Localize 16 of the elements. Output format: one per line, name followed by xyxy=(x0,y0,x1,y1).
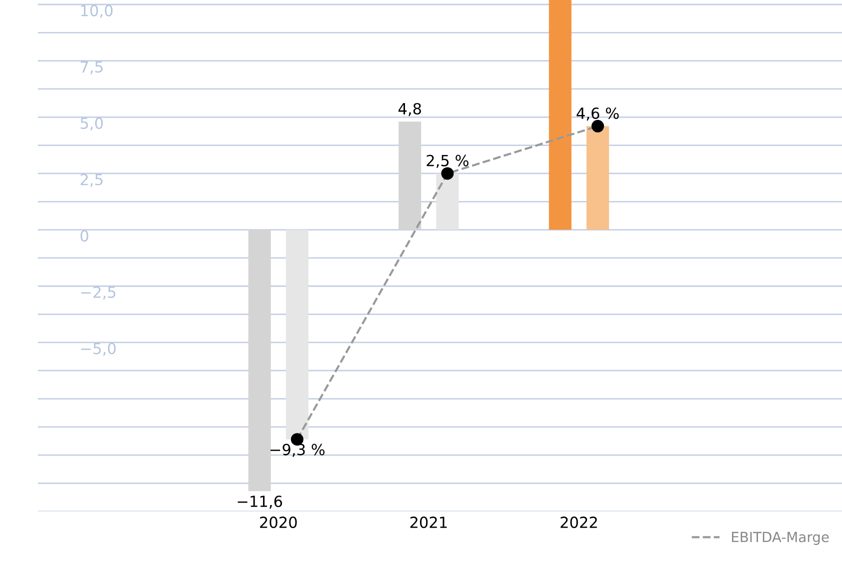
y-tick-label: −2,5 xyxy=(81,286,116,300)
data-label: 4,8 xyxy=(398,102,421,116)
data-label: −9,3 % xyxy=(270,444,325,457)
y-tick-label: 2,5 xyxy=(80,174,103,187)
data-label: 2,5 % xyxy=(426,154,468,168)
data-label: 4,6 % xyxy=(576,107,619,121)
x-tick-label: 2021 xyxy=(410,516,447,528)
y-tick-label: 0 xyxy=(80,230,88,242)
y-tick-label: −5,0 xyxy=(81,342,116,356)
data-label: −11,6 xyxy=(238,496,282,509)
x-tick-label: 2020 xyxy=(260,516,297,528)
y-tick-label: 10,0 xyxy=(81,4,113,18)
legend-label: EBITDA-Marge xyxy=(732,532,829,545)
y-tick-label: 5,0 xyxy=(80,117,103,131)
y-tick-label: 7,5 xyxy=(80,61,103,74)
x-tick-label: 2022 xyxy=(560,516,597,528)
